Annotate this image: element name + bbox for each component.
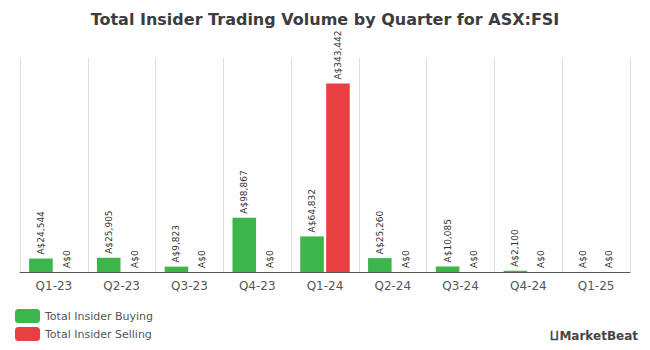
svg-text:A$0: A$0 bbox=[578, 250, 588, 268]
svg-text:A$0: A$0 bbox=[604, 250, 614, 268]
svg-text:Total Insider Buying: Total Insider Buying bbox=[44, 310, 153, 323]
svg-text:A$0: A$0 bbox=[62, 250, 72, 268]
svg-text:Q4-24: Q4-24 bbox=[510, 279, 547, 293]
svg-text:A$0: A$0 bbox=[536, 250, 546, 268]
svg-text:Q2-24: Q2-24 bbox=[374, 279, 411, 293]
svg-text:A$24,544: A$24,544 bbox=[36, 211, 46, 255]
svg-text:Q1-25: Q1-25 bbox=[578, 279, 615, 293]
svg-text:A$10,085: A$10,085 bbox=[443, 219, 453, 262]
svg-text:A$0: A$0 bbox=[130, 250, 140, 268]
svg-text:A$64,832: A$64,832 bbox=[307, 189, 317, 232]
svg-text:A$2,100: A$2,100 bbox=[510, 229, 520, 267]
svg-text:A$0: A$0 bbox=[265, 250, 275, 268]
svg-text:Q4-23: Q4-23 bbox=[239, 279, 276, 293]
svg-text:Total Insider Selling: Total Insider Selling bbox=[44, 328, 152, 341]
svg-text:A$98,867: A$98,867 bbox=[239, 170, 249, 213]
svg-text:A$0: A$0 bbox=[197, 250, 207, 268]
svg-text:Q1-23: Q1-23 bbox=[36, 279, 73, 293]
svg-text:Q1-24: Q1-24 bbox=[307, 279, 344, 293]
svg-text:A$9,823: A$9,823 bbox=[171, 225, 181, 263]
svg-text:Q2-23: Q2-23 bbox=[103, 279, 140, 293]
svg-text:Q3-24: Q3-24 bbox=[442, 279, 479, 293]
svg-text:A$0: A$0 bbox=[469, 250, 479, 268]
svg-text:A$343,442: A$343,442 bbox=[333, 30, 343, 79]
svg-text:A$0: A$0 bbox=[401, 250, 411, 268]
svg-text:Total Insider Trading Volume b: Total Insider Trading Volume by Quarter … bbox=[91, 10, 560, 29]
svg-text:⨿MarketBeat: ⨿MarketBeat bbox=[550, 329, 638, 343]
svg-text:A$25,260: A$25,260 bbox=[375, 210, 385, 254]
svg-text:Q3-23: Q3-23 bbox=[171, 279, 208, 293]
svg-text:A$25,905: A$25,905 bbox=[104, 210, 114, 253]
